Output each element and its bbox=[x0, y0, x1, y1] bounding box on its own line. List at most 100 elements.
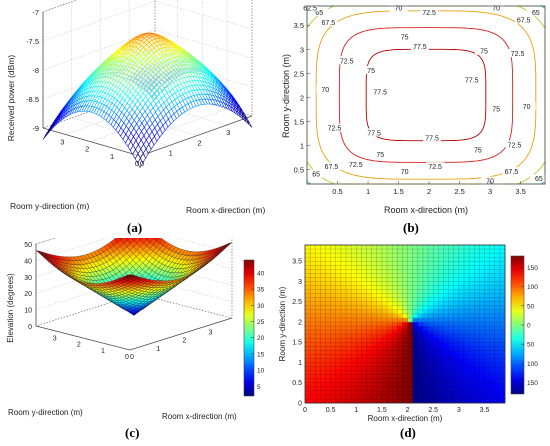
colorbar-bar bbox=[243, 259, 255, 397]
heatmap-cell bbox=[397, 350, 403, 355]
heatmap-cell bbox=[417, 253, 424, 258]
heatmap-cell bbox=[412, 390, 419, 396]
heatmap-cell bbox=[453, 277, 460, 282]
heatmap-cell bbox=[494, 346, 501, 351]
heatmap-cell bbox=[330, 269, 337, 274]
heatmap-cell bbox=[448, 269, 455, 274]
heatmap-cell bbox=[376, 261, 383, 266]
contour-label: 72.5 bbox=[340, 58, 354, 65]
x-tick-label: 1 bbox=[354, 407, 358, 414]
heatmap-cell bbox=[484, 301, 490, 307]
heatmap-cell bbox=[453, 265, 460, 270]
contour-label: 72.5 bbox=[428, 164, 442, 171]
heatmap-cell bbox=[458, 265, 465, 270]
heatmap-cell bbox=[371, 277, 378, 282]
heatmap-cell bbox=[484, 269, 490, 274]
heatmap-cell bbox=[402, 245, 408, 250]
heatmap-cell bbox=[315, 253, 321, 258]
heatmap-cell bbox=[397, 398, 403, 404]
x-tick-label: 1.5 bbox=[377, 407, 387, 414]
heatmap-cell bbox=[484, 342, 490, 347]
heatmap-cell bbox=[499, 358, 506, 363]
heatmap-cell bbox=[346, 330, 352, 335]
heatmap-cell bbox=[484, 326, 490, 331]
heatmap-cell bbox=[387, 265, 393, 270]
heatmap-cell bbox=[448, 394, 455, 400]
heatmap-cell bbox=[479, 386, 485, 392]
heatmap-cell bbox=[433, 261, 439, 266]
heatmap-cell bbox=[474, 261, 480, 266]
heatmap-cell bbox=[422, 261, 429, 266]
heatmap-cell bbox=[381, 261, 388, 266]
heatmap-cell bbox=[376, 265, 383, 270]
heatmap-cell bbox=[402, 330, 408, 335]
heatmap-cell bbox=[361, 305, 367, 311]
heatmap-cell bbox=[325, 350, 331, 355]
heatmap-cell bbox=[351, 273, 357, 278]
heatmap-cell bbox=[330, 326, 337, 331]
heatmap-cell bbox=[458, 249, 465, 254]
heatmap-cell bbox=[443, 289, 449, 294]
heatmap-cell bbox=[325, 366, 331, 371]
heatmap-cell bbox=[335, 289, 342, 294]
heatmap-cell bbox=[320, 253, 326, 258]
y-axis-label: Room y-direction (m) bbox=[8, 408, 83, 417]
heatmap-cell bbox=[458, 273, 465, 278]
heatmap-cell bbox=[305, 249, 311, 254]
heatmap-cell bbox=[315, 257, 321, 262]
heatmap-cell bbox=[458, 257, 465, 262]
heatmap-cell bbox=[376, 301, 383, 307]
heatmap-cell bbox=[458, 313, 465, 319]
heatmap-cell bbox=[438, 358, 444, 363]
heatmap-cell bbox=[484, 330, 490, 335]
heatmap-cell bbox=[499, 390, 506, 396]
heatmap-cell bbox=[453, 305, 460, 311]
heatmap-cell bbox=[351, 245, 357, 250]
heatmap-cell bbox=[371, 358, 378, 363]
surface-mesh bbox=[35, 218, 233, 316]
heatmap-cell bbox=[489, 301, 496, 307]
heatmap-cell bbox=[443, 374, 449, 379]
heatmap-cell bbox=[366, 386, 372, 392]
heatmap-cell bbox=[438, 382, 444, 388]
heatmap-cell bbox=[397, 301, 403, 307]
heatmap-cell bbox=[392, 261, 398, 266]
heatmap-cell bbox=[361, 362, 367, 367]
heatmap-cell bbox=[310, 346, 316, 351]
heatmap-cell bbox=[474, 309, 480, 315]
heatmap-cell bbox=[489, 394, 496, 400]
heatmap-cell bbox=[474, 313, 480, 319]
heatmap-cell bbox=[433, 305, 439, 311]
grid-line bbox=[71, 1, 169, 146]
heatmap-cell bbox=[489, 334, 496, 339]
heatmap-cell bbox=[469, 362, 475, 367]
heatmap-cell bbox=[351, 313, 357, 319]
heatmap-cell bbox=[387, 394, 393, 400]
y-axis-label: Room y-direction (m) bbox=[281, 54, 291, 138]
heatmap-cell bbox=[438, 305, 444, 311]
heatmap-cell bbox=[428, 265, 434, 270]
z-axis-label: Received power (dBm) bbox=[6, 55, 16, 142]
heatmap-cell bbox=[422, 285, 429, 290]
heatmap-cell bbox=[494, 394, 501, 400]
heatmap-cell bbox=[428, 390, 434, 396]
heatmap-cell bbox=[407, 374, 413, 379]
heatmap-cell bbox=[366, 301, 372, 307]
heatmap-cell bbox=[428, 366, 434, 371]
heatmap-cell bbox=[499, 297, 506, 303]
heatmap-cell bbox=[356, 249, 362, 254]
heatmap-cell bbox=[412, 301, 419, 307]
heatmap-cell bbox=[438, 313, 444, 319]
heatmap-cell bbox=[320, 390, 326, 396]
heatmap-cell bbox=[340, 305, 347, 311]
heatmap-cell bbox=[443, 370, 449, 375]
heatmap-cell bbox=[428, 301, 434, 307]
heatmap-cell bbox=[474, 362, 480, 367]
heatmap-cell bbox=[402, 346, 408, 351]
heatmap-cell bbox=[356, 297, 362, 303]
contour-label: 72.5 bbox=[422, 10, 436, 17]
contour-label: 70 bbox=[401, 169, 409, 176]
heatmap-cell bbox=[371, 394, 378, 400]
heatmap-cell bbox=[412, 313, 419, 319]
